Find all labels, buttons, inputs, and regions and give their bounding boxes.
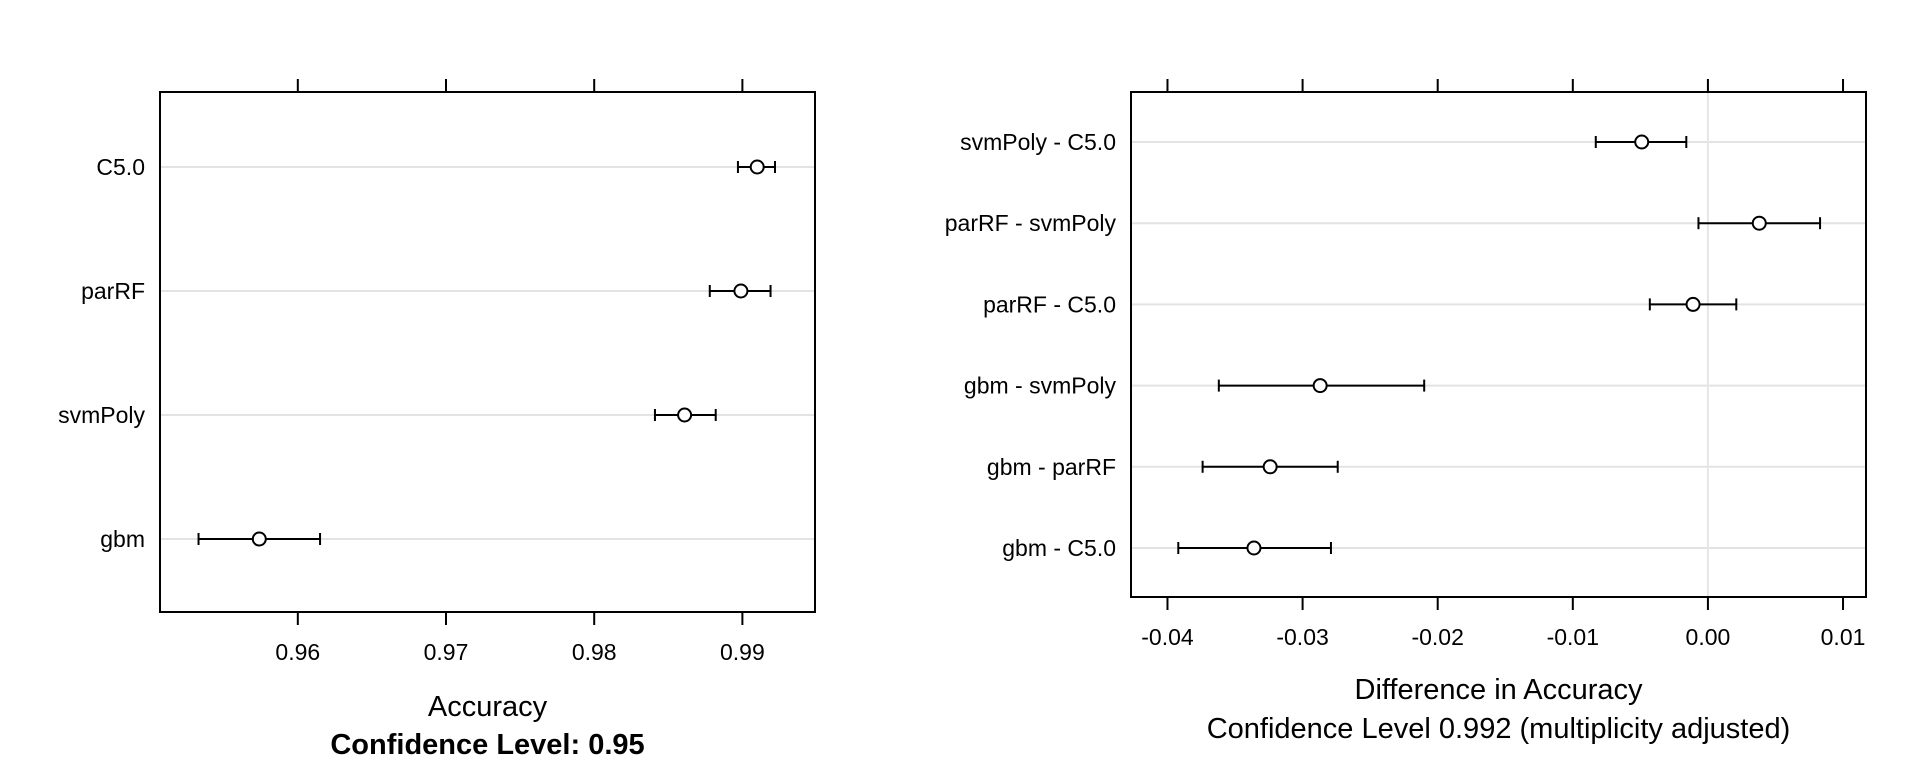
accuracy-grid bbox=[160, 166, 815, 540]
accuracy-x-tick-label: 0.99 bbox=[720, 639, 765, 665]
difference-tick-labels: -0.04 -0.03 -0.02 -0.01 0.00 0.01 bbox=[1141, 624, 1865, 650]
difference-category-labels: svmPoly - C5.0 parRF - svmPoly parRF - C5.… bbox=[945, 129, 1117, 561]
accuracy-x-tick-label: 0.98 bbox=[572, 639, 617, 665]
difference-x-tick-label: -0.03 bbox=[1276, 624, 1328, 650]
difference-confidence-subtitle: Confidence Level 0.992 (multiplicity adj… bbox=[1207, 713, 1791, 745]
difference-x-tick-label: -0.02 bbox=[1411, 624, 1463, 650]
accuracy-point-estimate bbox=[733, 283, 749, 299]
accuracy-category-labels: C5.0 parRF svmPoly gbm bbox=[58, 154, 145, 552]
accuracy-category-label: gbm bbox=[100, 526, 145, 552]
accuracy-marks bbox=[197, 159, 776, 547]
difference-x-tick-label: -0.04 bbox=[1141, 624, 1194, 650]
accuracy-x-tick-label: 0.96 bbox=[275, 639, 320, 665]
difference-point-estimate bbox=[1312, 378, 1328, 394]
accuracy-point-estimate bbox=[677, 407, 693, 423]
accuracy-top-ticks bbox=[296, 79, 744, 92]
difference-bottom-ticks bbox=[1166, 597, 1845, 610]
difference-top-ticks bbox=[1166, 79, 1845, 92]
accuracy-x-tick-label: 0.97 bbox=[424, 639, 469, 665]
difference-point-estimate bbox=[1262, 459, 1278, 475]
difference-category-label: svmPoly - C5.0 bbox=[960, 129, 1116, 155]
difference-marks bbox=[1177, 134, 1822, 556]
difference-grid bbox=[1131, 141, 1866, 549]
accuracy-x-axis-title: Accuracy bbox=[428, 691, 548, 723]
accuracy-bottom-ticks bbox=[296, 612, 744, 625]
difference-point-estimate bbox=[1246, 540, 1262, 556]
accuracy-point-estimate bbox=[749, 159, 765, 175]
accuracy-category-label: svmPoly bbox=[58, 402, 145, 428]
difference-x-tick-label: -0.01 bbox=[1547, 624, 1599, 650]
difference-point-estimate bbox=[1751, 215, 1767, 231]
difference-point-estimate bbox=[1685, 296, 1701, 312]
difference-x-tick-label: 0.01 bbox=[1821, 624, 1866, 650]
difference-x-axis-title: Difference in Accuracy bbox=[1355, 674, 1643, 706]
difference-x-tick-label: 0.00 bbox=[1686, 624, 1731, 650]
difference-point-estimate bbox=[1634, 134, 1650, 150]
difference-category-label: gbm - C5.0 bbox=[1002, 535, 1116, 561]
accuracy-confidence-subtitle: Confidence Level: 0.95 bbox=[330, 729, 644, 761]
accuracy-category-label: parRF bbox=[81, 278, 145, 304]
accuracy-point-estimate bbox=[251, 531, 267, 547]
accuracy-tick-labels: 0.96 0.97 0.98 0.99 bbox=[275, 639, 764, 665]
accuracy-panel-frame bbox=[159, 91, 816, 613]
accuracy-category-label: C5.0 bbox=[96, 154, 145, 180]
difference-panel: svmPoly - C5.0 parRF - svmPoly parRF - C5.… bbox=[945, 79, 1867, 745]
difference-panel-frame bbox=[1130, 91, 1867, 598]
difference-category-label: parRF - svmPoly bbox=[945, 210, 1117, 236]
difference-category-label: gbm - parRF bbox=[987, 454, 1116, 480]
accuracy-panel: C5.0 parRF svmPoly gbm 0.96 0.97 0.98 0.99 Acc… bbox=[58, 79, 816, 761]
difference-category-label: gbm - svmPoly bbox=[964, 373, 1117, 399]
difference-category-label: parRF - C5.0 bbox=[983, 291, 1116, 317]
